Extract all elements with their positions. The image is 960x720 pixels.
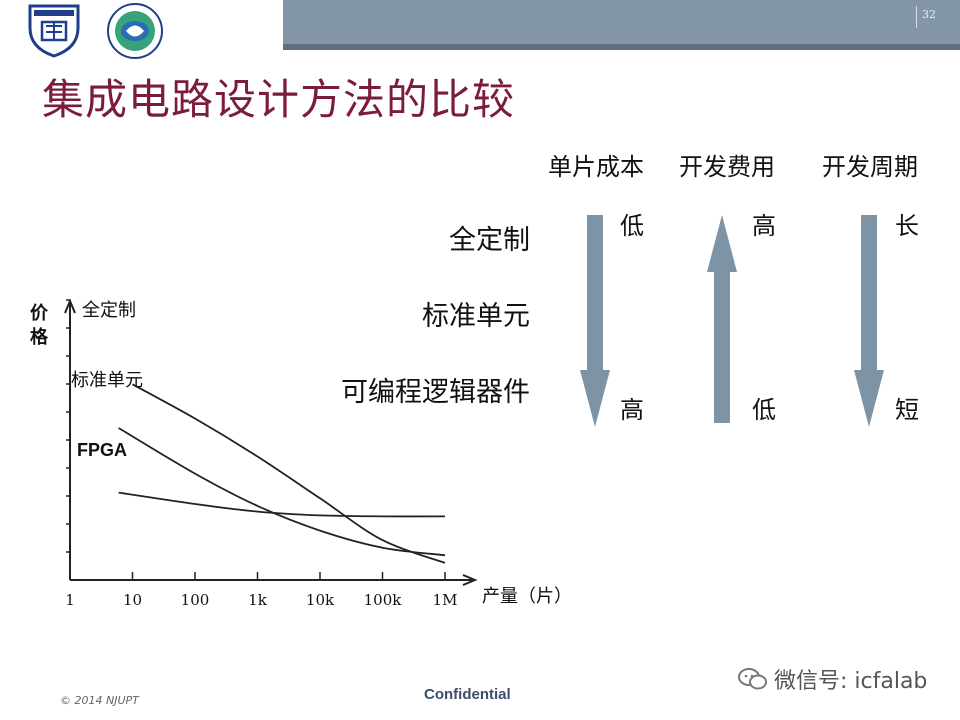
unit-cost-top-label: 低 bbox=[620, 212, 644, 240]
header-underline bbox=[283, 44, 960, 50]
wechat-id-text: 微信号: icfalab bbox=[774, 669, 928, 694]
dev-cost-bottom-label: 低 bbox=[752, 396, 776, 424]
x-axis-arrowhead bbox=[462, 574, 478, 586]
arrow-up-dev-cost-icon bbox=[707, 215, 737, 423]
arrow-down-dev-cycle-icon bbox=[854, 215, 884, 427]
fpga-curve bbox=[118, 491, 446, 518]
x-tick-label: 1k bbox=[248, 591, 268, 609]
row-label-programmable-logic: 可编程逻辑器件 bbox=[341, 377, 530, 408]
page-number-divider bbox=[916, 6, 917, 28]
chart-y-axis-label: 价格 bbox=[30, 303, 48, 348]
page-number: 32 bbox=[922, 8, 936, 21]
x-tick-label: 100k bbox=[364, 591, 403, 609]
y-axis-arrowhead bbox=[64, 298, 76, 314]
series-label-full-custom: 全定制 bbox=[82, 300, 136, 321]
chart-x-axis-label: 产量（片） bbox=[482, 586, 572, 607]
x-tick-label: 1 bbox=[65, 591, 75, 609]
standard-cell-curve bbox=[118, 427, 446, 557]
column-header-dev-cost: 开发费用 bbox=[679, 153, 775, 181]
column-header-unit-cost: 单片成本 bbox=[548, 153, 644, 181]
series-label-fpga: FPGA bbox=[77, 440, 128, 460]
arrow-down-unit-cost-icon bbox=[580, 215, 610, 427]
header-bar bbox=[283, 0, 960, 44]
dev-cycle-top-label: 长 bbox=[895, 212, 919, 240]
full-custom-curve bbox=[132, 383, 446, 564]
wechat-watermark: 微信号: icfalab bbox=[738, 664, 927, 694]
series-label-standard-cell: 标准单元 bbox=[71, 370, 143, 391]
college-round-logo bbox=[104, 2, 166, 64]
row-label-standard-cell: 标准单元 bbox=[422, 301, 530, 332]
comparison-arrows bbox=[580, 215, 884, 427]
x-tick-label: 10 bbox=[123, 591, 142, 609]
unit-cost-bottom-label: 高 bbox=[620, 396, 644, 424]
university-shield-logo bbox=[22, 2, 86, 62]
x-tick-label: 1M bbox=[433, 591, 458, 609]
copyright-text: © 2014 NJUPT bbox=[60, 694, 139, 707]
confidential-label: Confidential bbox=[424, 686, 511, 703]
x-tick-label: 100 bbox=[181, 591, 210, 609]
row-label-full-custom: 全定制 bbox=[449, 225, 530, 256]
wechat-icon bbox=[738, 668, 767, 690]
column-header-dev-cycle: 开发周期 bbox=[822, 153, 918, 181]
dev-cost-top-label: 高 bbox=[752, 212, 776, 240]
x-tick-label: 10k bbox=[306, 591, 335, 609]
slide-title: 集成电路设计方法的比较 bbox=[42, 75, 516, 124]
dev-cycle-bottom-label: 短 bbox=[895, 396, 919, 424]
